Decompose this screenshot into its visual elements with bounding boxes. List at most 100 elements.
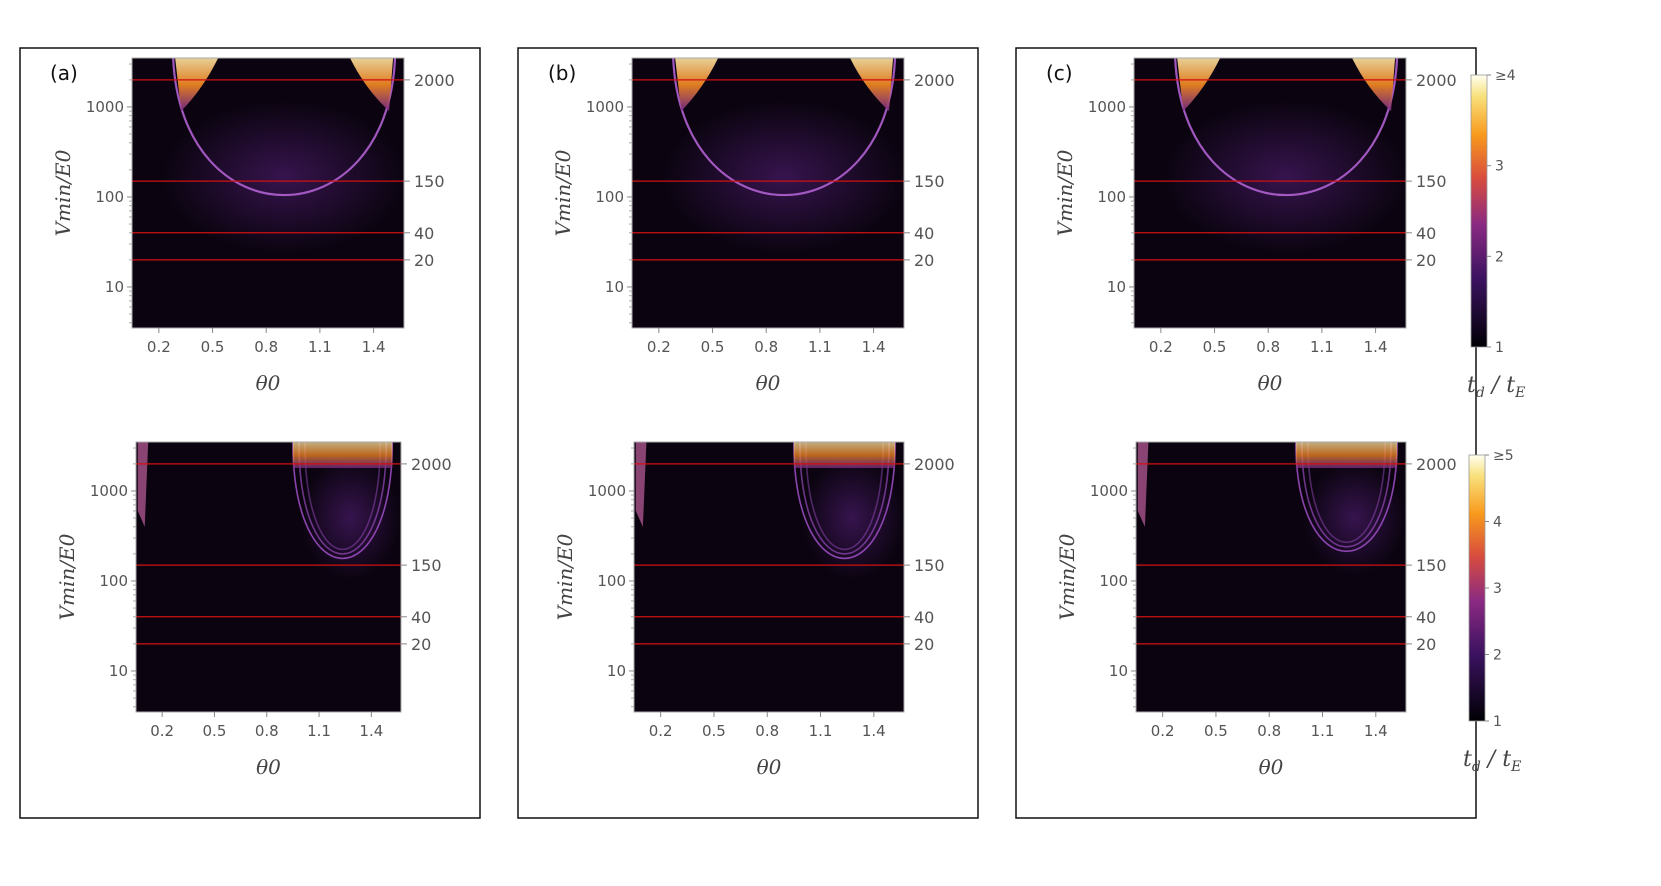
x-tick-label: 1.1 (1310, 338, 1334, 356)
heatmap-field (136, 442, 401, 712)
x-tick-label: 0.2 (150, 722, 174, 740)
plot-frame (131, 57, 405, 329)
heatmap-plot-c-bottom: 0.2 0.5 0.8 1.1 1.4 10 100 1000 2000 150 40 20 θ0 Vmi… (1055, 441, 1457, 779)
x-tick-label: 0.8 (754, 338, 778, 356)
heatmap-glow (663, 100, 904, 253)
heatmap-edge-strip (1137, 442, 1149, 527)
right-tick-label: 20 (1416, 251, 1436, 270)
panel-tag-a: (a) (50, 61, 78, 85)
y-axis-title: Vmin/E0 (1053, 149, 1077, 236)
x-axis-title: θ0 (256, 371, 281, 395)
right-tick-label: 150 (914, 556, 945, 575)
x-tick-label: 1.4 (362, 338, 386, 356)
y-tick-label: 100 (99, 572, 128, 590)
plot-frame (631, 57, 905, 329)
heatmap-ridge (799, 442, 890, 555)
panel-tag-b: (b) (548, 61, 576, 85)
plot-frame (1133, 57, 1407, 329)
heatmap-ridge (1301, 442, 1392, 548)
right-tick-label: 40 (1416, 224, 1436, 243)
x-tick-label: 0.5 (701, 338, 725, 356)
colorbar-tick-label: 2 (1495, 249, 1504, 265)
y-axis-title: Vmin/E0 (553, 533, 577, 620)
right-tick-label: 20 (914, 635, 934, 654)
heatmap-ridge (1174, 58, 1399, 197)
heatmap-ridge (805, 442, 884, 551)
colorbar-tick-label: 3 (1493, 581, 1502, 597)
heatmap-field (1134, 58, 1406, 328)
colorbar-tick-label: 1 (1493, 714, 1502, 730)
right-tick-label: 20 (414, 251, 434, 270)
right-tick-label: 2000 (1416, 455, 1457, 474)
x-tick-label: 1.1 (307, 722, 331, 740)
x-tick-label: 0.5 (201, 338, 225, 356)
right-tick-label: 2000 (411, 455, 452, 474)
panel-frame-a (19, 47, 481, 819)
right-tick-label: 2000 (1416, 71, 1457, 90)
plot-frame (1135, 441, 1407, 713)
panel-frame-c (1015, 47, 1477, 819)
y-tick-label: 10 (1109, 662, 1128, 680)
y-tick-label: 100 (595, 188, 624, 206)
right-tick-label: 40 (414, 224, 434, 243)
colorbar-top-gradient (1470, 74, 1488, 348)
y-tick-label: 1000 (90, 482, 128, 500)
panel-frame-b (517, 47, 979, 819)
right-tick-label: 40 (914, 608, 934, 627)
heatmap-hot-left (1177, 58, 1221, 112)
colorbar-bottom: 1 2 3 4 ≥5 td / tE (1463, 448, 1521, 775)
heatmap-glow (300, 457, 401, 580)
heatmap-ridge (1295, 442, 1398, 553)
x-tick-label: 0.8 (255, 722, 279, 740)
x-tick-label: 0.2 (1149, 338, 1173, 356)
x-tick-label: 1.1 (1311, 722, 1335, 740)
colorbar-tick-label: 2 (1493, 648, 1502, 664)
x-axis-title: θ0 (1258, 371, 1283, 395)
y-axis-title: Vmin/E0 (55, 533, 79, 620)
x-tick-label: 0.2 (649, 722, 673, 740)
heatmap-ridge (292, 442, 394, 559)
x-tick-label: 1.1 (808, 338, 832, 356)
y-axis-title: Vmin/E0 (551, 149, 575, 236)
heatmap-glow (1165, 100, 1406, 253)
y-tick-label: 10 (105, 278, 124, 296)
colorbar-tick-label: ≥5 (1493, 448, 1514, 464)
right-tick-label: 40 (1416, 608, 1436, 627)
right-tick-label: 20 (914, 251, 934, 270)
right-tick-label: 2000 (914, 455, 955, 474)
colorbar-bottom-gradient (1468, 454, 1486, 722)
y-tick-label: 100 (1097, 188, 1126, 206)
heatmap-field (632, 58, 904, 328)
heatmap-hot-left (675, 58, 719, 112)
x-tick-label: 0.2 (647, 338, 671, 356)
plot-frame (633, 441, 905, 713)
heatmap-ridge (304, 442, 382, 551)
right-tick-label: 20 (1416, 635, 1436, 654)
colorbar-top: 1 2 3 ≥4 td / tE (1467, 68, 1525, 401)
heatmap-glow (163, 100, 404, 253)
right-tick-label: 20 (411, 635, 431, 654)
colorbar-tick-label: 1 (1495, 340, 1504, 356)
y-tick-label: 10 (605, 278, 624, 296)
heatmap-plot-c-top: 0.2 0.5 0.8 1.1 1.4 10 100 1000 2000 150 40 20 θ0 Vmi… (1053, 57, 1457, 395)
heatmap-hot-right (1352, 58, 1396, 112)
x-tick-label: 0.5 (203, 722, 227, 740)
y-tick-label: 10 (1107, 278, 1126, 296)
x-tick-label: 0.8 (1256, 338, 1280, 356)
colorbar-tick-label: 4 (1493, 515, 1502, 531)
x-tick-label: 1.4 (862, 338, 886, 356)
y-tick-label: 1000 (1090, 482, 1128, 500)
right-tick-label: 150 (414, 172, 445, 191)
x-tick-label: 1.1 (809, 722, 833, 740)
y-tick-label: 1000 (86, 98, 124, 116)
right-tick-label: 150 (914, 172, 945, 191)
right-tick-label: 150 (411, 556, 442, 575)
y-axis-title: Vmin/E0 (1055, 533, 1079, 620)
right-tick-label: 2000 (414, 71, 455, 90)
x-axis-title: θ0 (256, 755, 281, 779)
plots-layer: 0.2 0.5 0.8 1.1 1.4 10 100 1000 2000 150 40 20 θ0 Vmi… (51, 57, 1457, 779)
heatmap-ridge (298, 442, 388, 555)
heatmap-ridge (793, 442, 896, 559)
x-tick-label: 0.5 (1203, 338, 1227, 356)
panel-tag-c: (c) (1046, 61, 1073, 85)
